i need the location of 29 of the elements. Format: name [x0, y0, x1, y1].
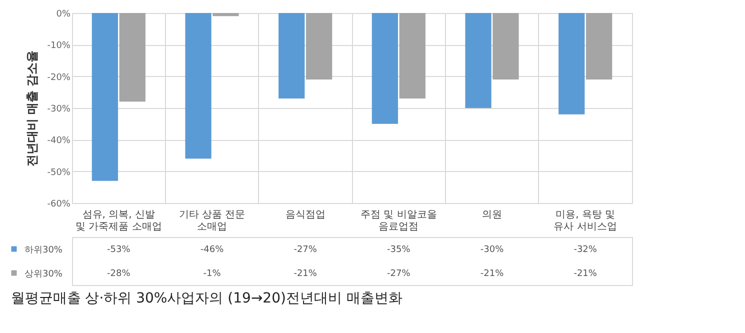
x-tick-label: 미용, 욕탕 및 유사 서비스업: [554, 210, 617, 232]
y-tick-label: -10%: [47, 41, 71, 52]
x-tick-label: 의원: [482, 210, 502, 220]
x-tick-label: 기타 상품 전문 소매업: [178, 210, 246, 232]
data-label: -21%: [294, 269, 318, 279]
legend-label: 상위30%: [24, 270, 63, 280]
data-label: -30%: [480, 245, 504, 255]
legend-label: 하위30%: [24, 246, 63, 256]
text: 월평균매출 상·하위 30%사업자의 (19→20)전년대비 매출변화: [10, 290, 402, 306]
x-tick-label: 주점 및 비알코올 음료업점: [360, 210, 437, 232]
y-tick-label: -50%: [47, 168, 71, 178]
data-label: -1%: [203, 269, 222, 279]
y-tick-label: -20%: [47, 72, 71, 83]
y-axis-title: 전년대비 매출 감소율: [25, 50, 40, 167]
data-label: -35%: [387, 245, 411, 255]
data-label: -46%: [200, 245, 224, 255]
y-tick-label: -60%: [47, 200, 71, 210]
y-tick-label: -30%: [47, 104, 71, 114]
x-tick-label: 음식점업: [285, 210, 326, 220]
data-label: -27%: [294, 245, 318, 255]
y-tick-label: -40%: [47, 136, 71, 146]
data-label: -32%: [574, 245, 598, 255]
data-label: -21%: [574, 269, 598, 279]
data-label: -53%: [107, 245, 131, 255]
data-label: -27%: [387, 269, 411, 279]
data-label: -28%: [107, 269, 131, 279]
x-tick-label: 섬유, 의복, 신발 및 가죽제품 소매업: [75, 210, 162, 232]
data-label: -21%: [480, 269, 504, 279]
y-tick-label: 0%: [56, 10, 71, 20]
